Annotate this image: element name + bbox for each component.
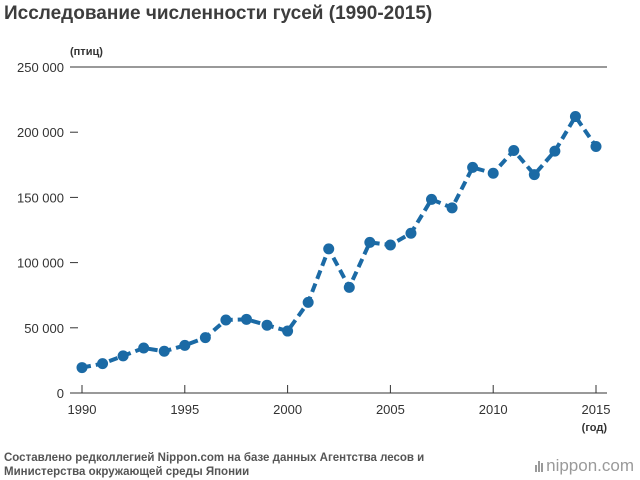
data-point — [405, 227, 417, 239]
data-point — [323, 243, 335, 255]
chart-title: Исследование численности гусей (1990-201… — [4, 3, 433, 24]
y-tick-label: 250 000 — [17, 60, 64, 75]
series-line — [81, 114, 598, 370]
data-series — [76, 111, 602, 374]
data-point — [302, 296, 314, 308]
x-tick-label: 2005 — [376, 402, 405, 417]
data-point — [364, 236, 376, 248]
y-tick-label: 0 — [57, 386, 64, 401]
data-point — [528, 169, 540, 181]
source-note: Составлено редколлегией Nippon.com на ба… — [4, 452, 425, 478]
data-point — [487, 167, 499, 179]
data-point — [590, 141, 602, 153]
y-tick-label: 150 000 — [17, 190, 64, 205]
data-point — [549, 145, 561, 157]
data-point — [569, 111, 581, 123]
data-point — [384, 239, 396, 251]
data-point — [220, 314, 232, 326]
x-tick-label: 2000 — [273, 402, 302, 417]
logo-text: nippon.com — [546, 456, 634, 475]
data-point — [117, 350, 129, 362]
y-axis-label: (птиц) — [70, 46, 103, 58]
data-point — [426, 193, 438, 205]
y-tick-label: 100 000 — [17, 256, 64, 271]
data-point — [76, 362, 88, 374]
axes: 0 50 000 100 000 150 000 200 000 250 000 1990 1… — [17, 46, 610, 434]
nippon-logo: nippon.com — [535, 456, 634, 476]
data-point — [446, 202, 458, 214]
x-tick-label: 2010 — [479, 402, 508, 417]
data-point — [282, 325, 294, 337]
x-tick-label: 1995 — [170, 402, 199, 417]
x-tick-label: 1990 — [68, 402, 97, 417]
data-point — [97, 358, 109, 370]
x-tick-label: 2015 — [582, 402, 611, 417]
data-point — [179, 339, 191, 351]
data-point — [508, 144, 520, 156]
y-tick-label: 200 000 — [17, 125, 64, 140]
data-point — [261, 319, 273, 331]
data-point — [199, 332, 211, 344]
data-point — [467, 161, 479, 173]
data-point — [138, 342, 150, 354]
x-axis-label: (год) — [582, 422, 608, 434]
data-point — [158, 345, 170, 357]
data-point — [343, 281, 355, 293]
y-tick-label: 50 000 — [24, 321, 64, 336]
logo-mark-icon — [535, 460, 544, 472]
data-point — [240, 313, 252, 325]
